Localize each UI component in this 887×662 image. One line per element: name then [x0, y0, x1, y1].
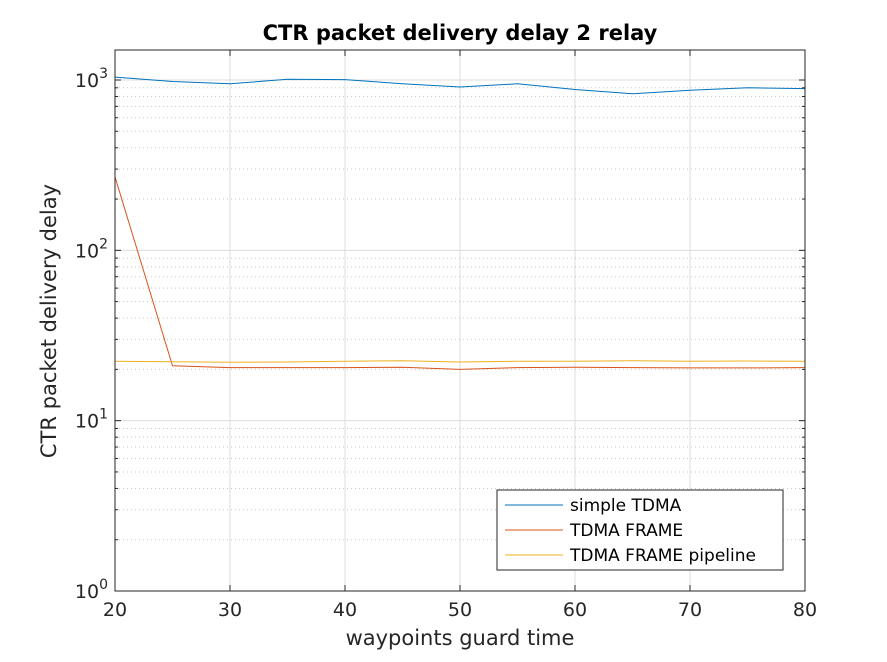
- x-tick-label: 20: [103, 599, 127, 621]
- series-line-0: [114, 76, 806, 95]
- legend-label-1: TDMA FRAME: [569, 521, 683, 541]
- x-axis-label: waypoints guard time: [346, 626, 575, 650]
- grid: [115, 50, 805, 591]
- series-lines: [114, 76, 806, 370]
- y-tick-label: 100: [75, 577, 108, 603]
- x-tick-label: 40: [333, 599, 357, 621]
- legend: simple TDMA TDMA FRAME TDMA FRAME pipeline: [496, 489, 784, 571]
- series-line-1: [114, 176, 806, 370]
- x-tick-label: 60: [563, 599, 587, 621]
- axis-ticks: 20 30 40 50 60 70 80 100 101 102 103: [75, 50, 817, 621]
- legend-label-0: simple TDMA: [570, 496, 682, 516]
- series-line-2: [114, 360, 806, 363]
- y-tick-label: 101: [75, 407, 108, 433]
- y-axis-label: CTR packet delivery delay: [37, 184, 61, 458]
- y-tick-label: 103: [75, 66, 108, 92]
- x-tick-label: 70: [678, 599, 702, 621]
- chart-title: CTR packet delivery delay 2 relay: [263, 21, 658, 45]
- y-tick-label: 102: [75, 236, 108, 262]
- x-tick-label: 30: [218, 599, 242, 621]
- legend-label-2: TDMA FRAME pipeline: [569, 546, 756, 566]
- x-tick-label: 50: [448, 599, 472, 621]
- x-tick-label: 80: [793, 599, 817, 621]
